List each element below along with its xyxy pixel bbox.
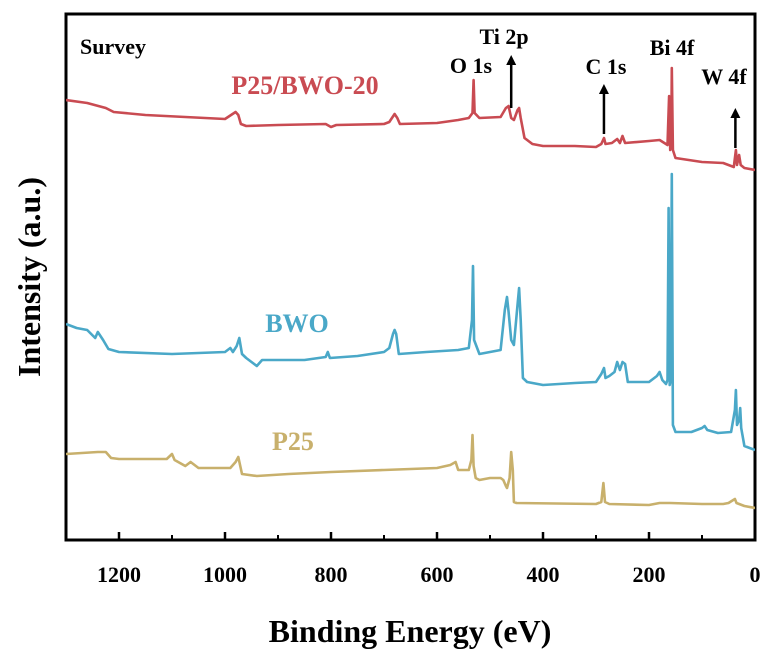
- x-tick-label-6: 0: [750, 562, 761, 587]
- annotation-layer: O 1s Ti 2p C 1s Bi 4fW 4f: [450, 24, 747, 148]
- x-tick-label-4: 400: [527, 562, 560, 587]
- series-label-0: P25/BWO-20: [231, 71, 378, 100]
- series-label-layer: P25/BWO-20 BWO P25: [231, 71, 378, 456]
- plot-area: P25/BWO-20 BWO P25 O 1s Ti 2p C 1s Bi 4fW 4f: [64, 12, 757, 542]
- peak-arrowhead-2: [598, 84, 609, 94]
- x-tick-label-2: 800: [315, 562, 348, 587]
- x-tick-label-5: 200: [633, 562, 666, 587]
- x-tick-label-0: 1200: [97, 562, 141, 587]
- series-line-2: [66, 433, 755, 510]
- series-label-2: P25: [272, 427, 314, 456]
- series-label-1: BWO: [265, 309, 329, 338]
- peak-annotation-1: Ti 2p: [479, 24, 528, 49]
- x-tick-label-3: 600: [421, 562, 454, 587]
- plot-frame: [64, 12, 757, 542]
- x-axis: 1200 1000 800 600 400 200 0: [65, 532, 761, 587]
- panel-label: Survey: [80, 34, 146, 59]
- x-tick-label-1: 1000: [203, 562, 247, 587]
- peak-annotation-4: W 4f: [701, 64, 747, 89]
- peak-arrowhead-4: [730, 108, 741, 118]
- peak-annotation-3: Bi 4f: [650, 35, 695, 60]
- y-axis-title: Intensity (a.u.): [11, 177, 47, 377]
- series-line-1: [66, 172, 755, 452]
- peak-annotation-2: C 1s: [586, 54, 627, 79]
- peak-arrowhead-1: [506, 55, 517, 65]
- x-axis-title: Binding Energy (eV): [269, 613, 552, 649]
- series-layer: [66, 66, 755, 510]
- peak-annotation-0: O 1s: [450, 53, 493, 78]
- series-line-0: [66, 66, 755, 172]
